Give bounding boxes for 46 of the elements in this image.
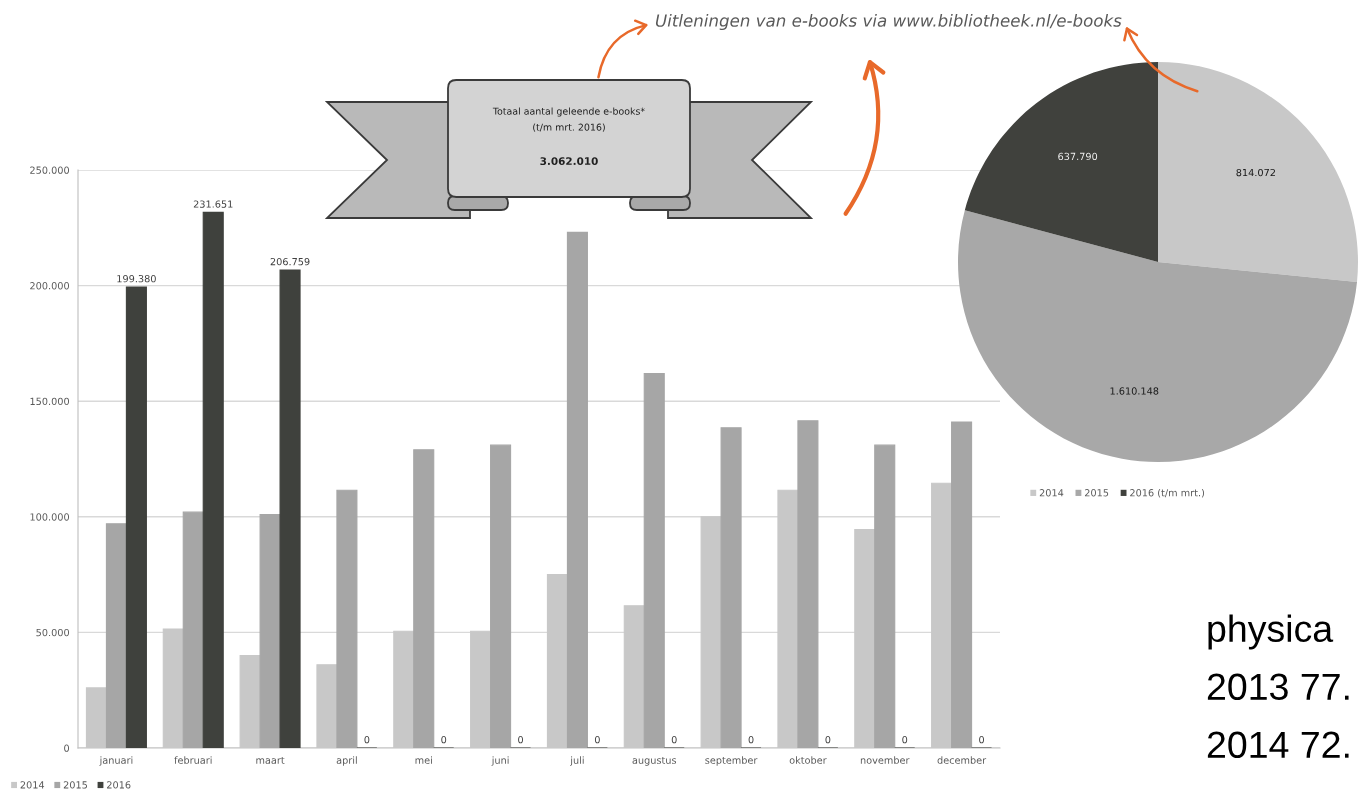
data-label: 0: [441, 735, 447, 744]
data-label: 0: [825, 735, 831, 744]
y-tick-label: 200.000: [30, 282, 70, 290]
x-tick-label: april: [336, 756, 357, 766]
data-label: 0: [979, 735, 985, 744]
data-label: 0: [518, 735, 524, 744]
legend-label: 2014: [1039, 489, 1064, 497]
text: 2013 77.: [1207, 673, 1349, 701]
legend-label: 2016: [107, 781, 131, 789]
x-tick-label: juni: [491, 756, 509, 766]
data-label: 0: [364, 735, 370, 744]
x-tick-label: oktober: [789, 756, 827, 764]
legend-label: 2016 (t/m mrt.): [1130, 488, 1205, 498]
data-label: 0: [748, 735, 754, 744]
x-tick-label: december: [937, 756, 987, 764]
legend-label: 2015: [63, 781, 87, 789]
data-label: 0: [902, 735, 908, 744]
x-tick-label: november: [860, 756, 910, 764]
data-label: 1.610.148: [1110, 387, 1159, 395]
y-tick-label: 0: [64, 744, 70, 752]
y-tick-label: 100.000: [30, 513, 70, 521]
y-tick-label: 250.000: [30, 166, 70, 174]
x-tick-label: juli: [570, 756, 584, 766]
legend-label: 2014: [20, 781, 45, 789]
x-tick-label: maart: [256, 756, 285, 764]
y-tick-label: 50.000: [36, 628, 70, 637]
data-label: 814.072: [1236, 168, 1275, 177]
text: 3.062.010: [540, 157, 598, 166]
x-tick-label: februari: [174, 756, 212, 764]
legend-label: 2015: [1084, 489, 1109, 497]
x-tick-label: augustus: [632, 756, 677, 766]
text: (t/m mrt. 2016): [533, 123, 605, 132]
data-label: 199.380: [117, 275, 156, 283]
text: Totaal aantal geleende e-books*: [492, 107, 645, 117]
text: physica: [1208, 614, 1334, 650]
text: 2014 72.: [1207, 731, 1349, 759]
data-label: 637.790: [1058, 152, 1098, 161]
x-tick-label: mei: [415, 756, 432, 764]
data-label: 206.759: [270, 257, 310, 266]
data-label: 0: [594, 735, 600, 744]
x-tick-label: september: [705, 756, 758, 766]
data-label: 0: [671, 735, 677, 744]
data-label: 231.651: [193, 200, 233, 208]
chart-title: Uitleningen van e-books via www.bibliotheek.nl/e-books: [655, 13, 1122, 31]
y-tick-label: 150.000: [30, 397, 70, 406]
x-tick-label: januari: [99, 756, 133, 766]
